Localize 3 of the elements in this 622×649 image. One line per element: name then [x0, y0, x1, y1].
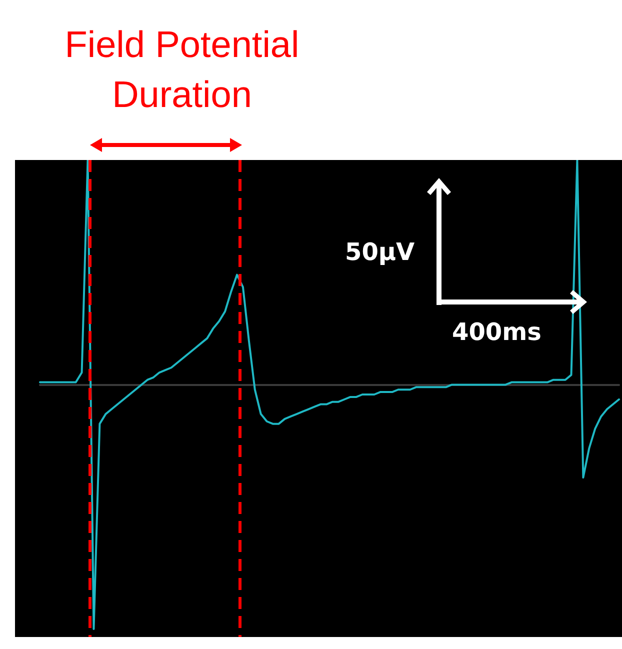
annotation: 400ms	[452, 318, 542, 346]
annotation: 50μV	[345, 238, 415, 266]
text: Field Potential Duration	[64, 23, 300, 117]
